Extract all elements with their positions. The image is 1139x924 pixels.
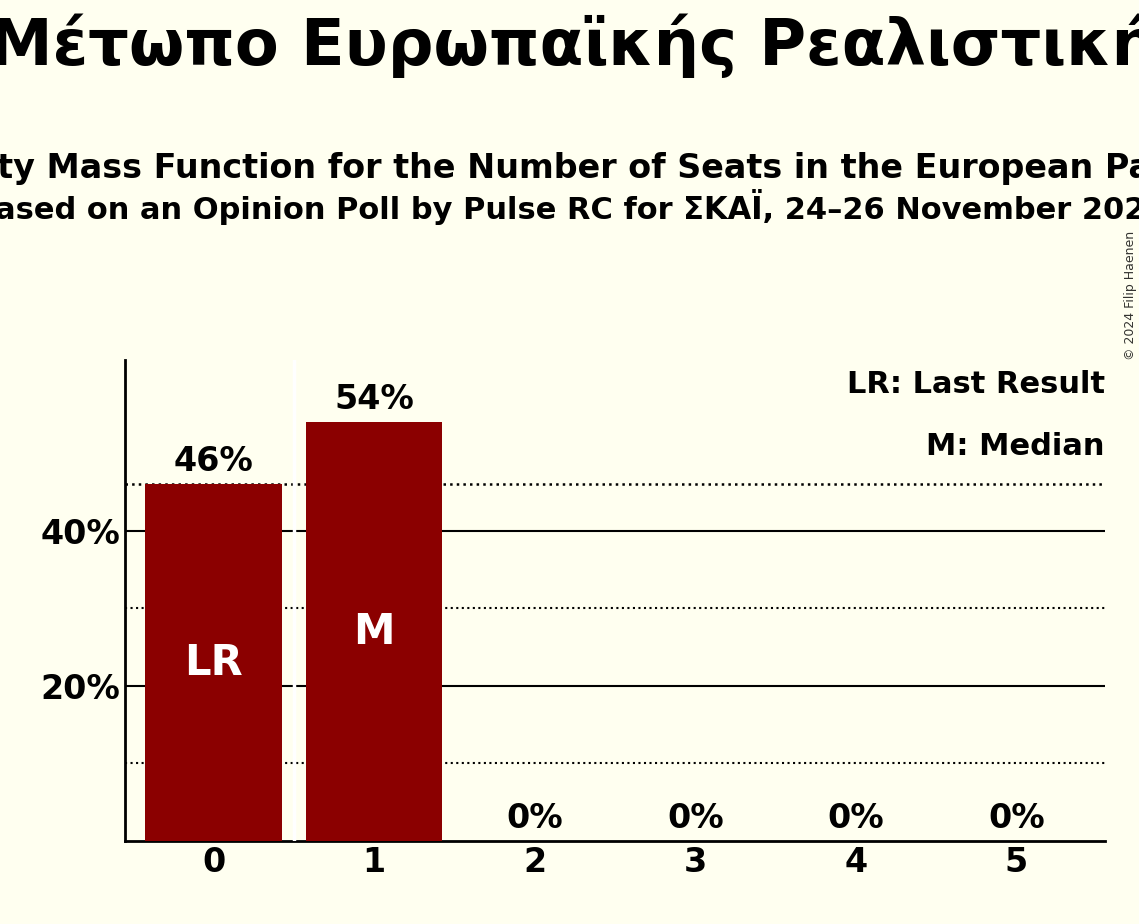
Text: 0%: 0%: [828, 802, 884, 834]
Text: 46%: 46%: [174, 445, 254, 478]
Text: 0%: 0%: [667, 802, 723, 834]
Text: Μέτωπο Ευρωπαϊκής Ρεαλιστικής Ανυπακοής (GUE/NGL): Μέτωπο Ευρωπαϊκής Ρεαλιστικής Ανυπακοής …: [0, 14, 1139, 79]
Text: M: Median: M: Median: [926, 432, 1105, 461]
Text: 0%: 0%: [507, 802, 563, 834]
Text: 54%: 54%: [335, 383, 415, 416]
Text: M: M: [353, 611, 395, 652]
Bar: [146, 484, 281, 841]
Text: © 2024 Filip Haenen: © 2024 Filip Haenen: [1124, 231, 1137, 360]
Text: Probability Mass Function for the Number of Seats in the European Parliament: Probability Mass Function for the Number…: [0, 152, 1139, 186]
Text: LR: Last Result: LR: Last Result: [846, 370, 1105, 399]
Text: 0%: 0%: [989, 802, 1044, 834]
Text: Based on an Opinion Poll by Pulse RC for ΣΚΑΪ, 24–26 November 2024: Based on an Opinion Poll by Pulse RC for…: [0, 189, 1139, 225]
Text: LR: LR: [185, 641, 243, 684]
Bar: [306, 422, 442, 841]
